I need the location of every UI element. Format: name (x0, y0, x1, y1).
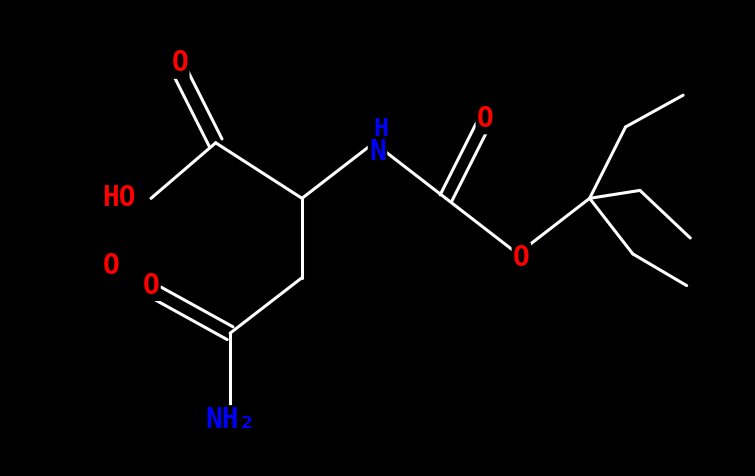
Text: HO: HO (102, 184, 135, 212)
Text: O: O (477, 105, 494, 133)
Text: O: O (513, 244, 530, 272)
Text: O: O (143, 272, 159, 299)
Text: H: H (374, 117, 389, 140)
Text: O: O (103, 252, 120, 280)
Text: O: O (171, 50, 188, 78)
Text: NH₂: NH₂ (205, 407, 255, 435)
Text: N: N (369, 139, 386, 166)
